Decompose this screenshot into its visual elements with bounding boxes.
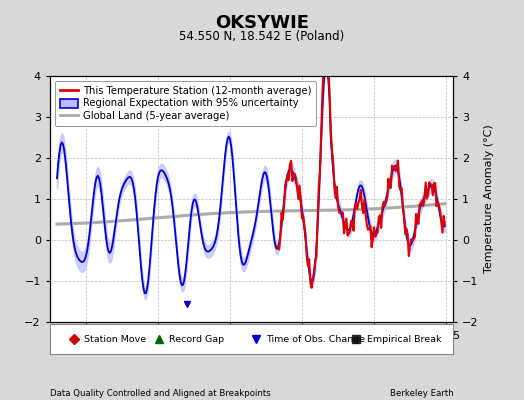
Y-axis label: Temperature Anomaly (°C): Temperature Anomaly (°C) <box>484 125 494 273</box>
Text: OKSYWIE: OKSYWIE <box>215 14 309 32</box>
Text: 54.550 N, 18.542 E (Poland): 54.550 N, 18.542 E (Poland) <box>179 30 345 43</box>
Text: Record Gap: Record Gap <box>169 334 224 344</box>
Text: Station Move: Station Move <box>84 334 146 344</box>
Text: Time of Obs. Change: Time of Obs. Change <box>266 334 365 344</box>
Text: Empirical Break: Empirical Break <box>366 334 441 344</box>
Text: Data Quality Controlled and Aligned at Breakpoints: Data Quality Controlled and Aligned at B… <box>50 389 270 398</box>
Text: Berkeley Earth: Berkeley Earth <box>389 389 453 398</box>
Legend: This Temperature Station (12-month average), Regional Expectation with 95% uncer: This Temperature Station (12-month avera… <box>55 81 316 126</box>
